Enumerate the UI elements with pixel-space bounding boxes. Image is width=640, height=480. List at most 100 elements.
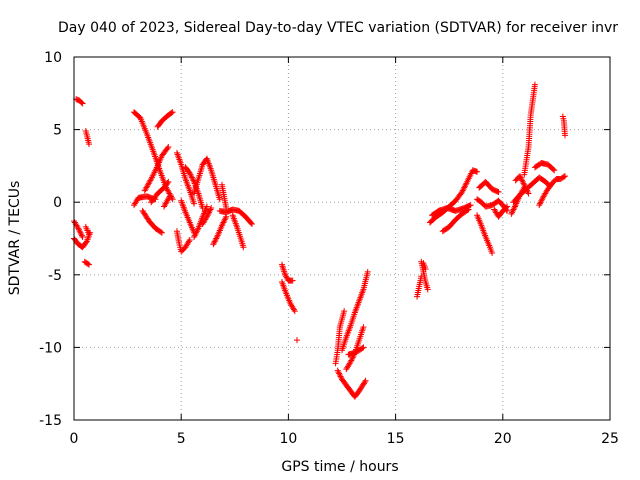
data-point	[164, 180, 171, 187]
data-point	[248, 219, 255, 226]
data-point	[78, 99, 85, 106]
data-point	[78, 232, 85, 239]
data-point	[222, 215, 229, 222]
data-point	[290, 306, 297, 313]
data-point	[218, 222, 225, 229]
data-point	[168, 109, 175, 116]
data-point	[216, 196, 223, 203]
data-point	[191, 234, 198, 241]
data-point	[204, 212, 211, 219]
y-tick-label: -5	[48, 268, 62, 284]
data-point	[538, 197, 545, 204]
data-point	[188, 173, 195, 180]
data-point	[213, 234, 220, 241]
data-point	[76, 226, 83, 233]
data-point	[560, 173, 567, 180]
data-point	[422, 265, 429, 272]
data-point	[166, 193, 173, 200]
data-point	[517, 174, 524, 181]
data-point	[551, 167, 558, 174]
data-point	[561, 173, 568, 180]
data-point	[188, 174, 195, 181]
y-tick-label: 10	[44, 50, 62, 66]
data-point	[467, 202, 474, 209]
x-tick-label: 5	[177, 431, 186, 447]
data-point	[348, 357, 355, 364]
data-point	[459, 189, 466, 196]
data-point	[464, 207, 471, 214]
data-point	[519, 178, 526, 185]
data-point	[221, 216, 228, 223]
data-point	[86, 231, 93, 238]
data-point	[519, 177, 526, 184]
data-point	[77, 229, 84, 236]
data-point	[336, 371, 343, 378]
data-point	[84, 260, 91, 267]
data-point	[537, 199, 544, 206]
data-point	[213, 235, 220, 242]
data-point	[461, 184, 468, 191]
data-point	[193, 228, 200, 235]
x-tick-label: 20	[494, 431, 512, 447]
data-point	[220, 219, 227, 226]
data-point	[186, 170, 193, 177]
data-point	[424, 286, 431, 293]
data-point	[550, 166, 557, 173]
data-point	[503, 204, 510, 211]
x-tick-label: 15	[387, 431, 405, 447]
data-point	[536, 202, 543, 209]
data-point	[337, 373, 344, 380]
data-point	[536, 200, 543, 207]
data-point	[194, 226, 201, 233]
data-point	[78, 231, 85, 238]
data-point	[462, 181, 469, 188]
data-point	[521, 181, 528, 188]
data-point	[208, 205, 215, 212]
data-point	[459, 187, 466, 194]
data-point	[531, 81, 538, 88]
data-point	[221, 218, 228, 225]
data-point	[158, 229, 165, 236]
data-point	[504, 203, 511, 210]
x-tick-label: 10	[279, 431, 297, 447]
data-point	[206, 207, 213, 214]
data-point	[511, 203, 518, 210]
data-point	[525, 190, 532, 197]
data-point	[186, 236, 193, 243]
data-point	[76, 228, 83, 235]
data-point	[193, 229, 200, 236]
data-point	[191, 232, 198, 239]
data-point	[205, 210, 212, 217]
data-point	[341, 308, 348, 315]
data-point	[219, 220, 226, 227]
data-point	[169, 109, 176, 116]
y-tick-label: -10	[39, 340, 62, 356]
data-point	[465, 206, 472, 213]
data-point	[359, 345, 366, 352]
data-point	[191, 200, 198, 207]
data-point	[539, 196, 546, 203]
x-axis-label: GPS time / hours	[281, 459, 398, 475]
data-point	[157, 228, 164, 235]
x-tick-label: 25	[601, 431, 619, 447]
data-point	[165, 178, 172, 185]
data-point	[75, 225, 82, 232]
data-points	[71, 81, 568, 400]
data-point	[210, 241, 217, 248]
data-point	[474, 168, 481, 175]
data-point	[248, 220, 255, 227]
data-point	[334, 367, 341, 374]
plot-frame	[73, 56, 611, 421]
data-point	[360, 324, 367, 331]
y-axis-label: SDTVAR / TECUs	[7, 181, 23, 296]
data-point	[86, 141, 93, 148]
chart-title: Day 040 of 2023, Sidereal Day-to-day VTE…	[58, 20, 618, 36]
data-point	[293, 337, 300, 344]
data-point	[489, 250, 496, 257]
data-point	[207, 206, 214, 213]
data-point	[206, 209, 213, 216]
data-point	[509, 209, 516, 216]
data-point	[211, 239, 218, 246]
data-point	[461, 183, 468, 190]
